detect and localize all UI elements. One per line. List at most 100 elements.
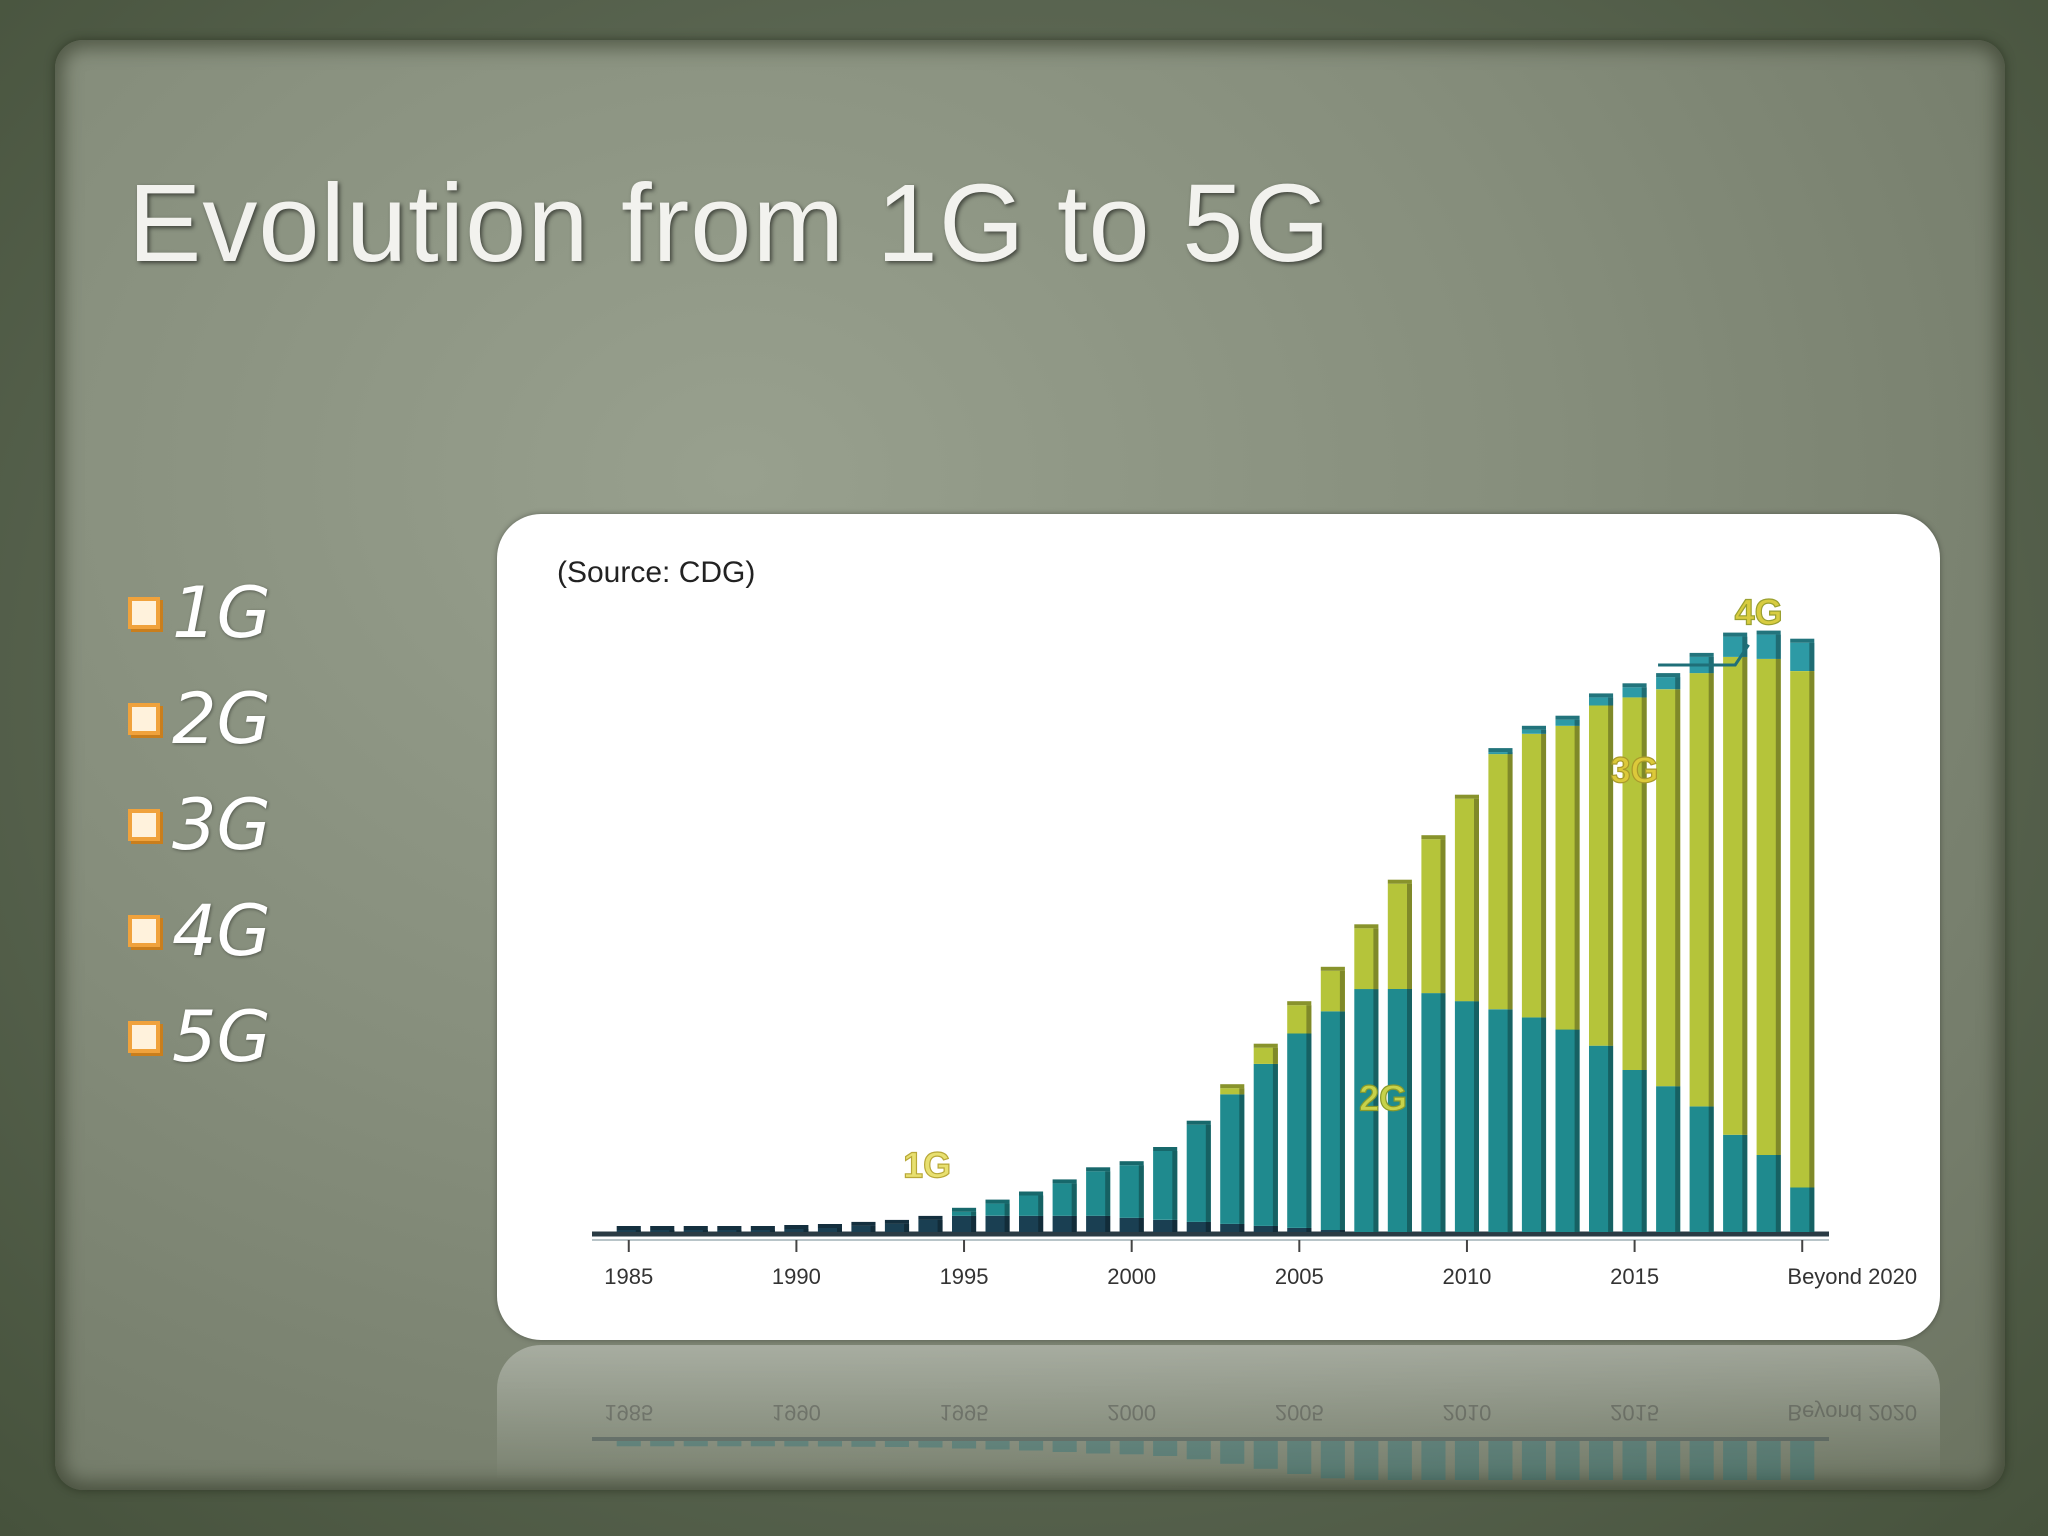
bar-cap-2003 xyxy=(1220,1084,1245,1089)
reflection-bar xyxy=(1119,1440,1144,1455)
bar-cap-1988 xyxy=(717,1226,742,1230)
bar-cap-2017 xyxy=(1689,652,1714,657)
bar-1G-2003 xyxy=(1220,1223,1245,1232)
reflection-bar xyxy=(1421,1440,1446,1480)
bar-side-4G-2016 xyxy=(1675,677,1681,690)
bar-1G-1991 xyxy=(817,1228,842,1232)
reflection-tick-label: 1995 xyxy=(940,1400,989,1425)
label-4g-leader-line xyxy=(1658,643,1750,667)
bar-3G-2003 xyxy=(1220,1088,1245,1095)
bar-side-2G-2006 xyxy=(1339,1011,1345,1230)
series-label-2G: 2G xyxy=(1359,1078,1407,1119)
bullet-list: 1G 2G 3G 4G 5G xyxy=(128,560,271,1090)
bar-side-3G-2015 xyxy=(1641,697,1647,1070)
reflection-bar xyxy=(1019,1440,1044,1451)
bar-side-4G-2012 xyxy=(1541,729,1547,734)
bar-side-2G-2008 xyxy=(1407,989,1412,1232)
bullet-label: 2G xyxy=(172,678,271,760)
bar-1G-1985 xyxy=(616,1230,641,1232)
bar-side-3G-2006 xyxy=(1339,970,1345,1012)
bar-side-3G-2010 xyxy=(1474,798,1479,1002)
reflection-bar xyxy=(784,1440,809,1447)
bar-cap-1992 xyxy=(851,1221,876,1226)
bar-cap-2009 xyxy=(1421,835,1446,840)
bar-side-3G-2014 xyxy=(1608,705,1614,1046)
bar-cap-1987 xyxy=(683,1226,708,1230)
bullet-item-4g: 4G xyxy=(128,878,271,984)
bar-4G-2014 xyxy=(1589,697,1614,706)
chart-reflection: 1985 1990 1995 2000 2005 2010 2015 Beyond 2020 xyxy=(497,1345,1940,1480)
bar-side-2G-2012 xyxy=(1541,1017,1547,1232)
bar-side-1G-2006 xyxy=(1339,1230,1345,1232)
reflection-bar xyxy=(717,1440,742,1447)
bar-cap-1989 xyxy=(750,1226,775,1230)
x-tick-label: 2015 xyxy=(1610,1264,1659,1289)
bar-side-2G-2018 xyxy=(1742,1134,1748,1232)
bar-2G-1997 xyxy=(1019,1195,1044,1216)
bar-1G-2000 xyxy=(1119,1217,1144,1232)
bar-side-2G-2019 xyxy=(1775,1155,1781,1232)
bar-side-2G-1997 xyxy=(1038,1195,1044,1216)
bar-1G-1995 xyxy=(952,1215,977,1232)
reflection-bar xyxy=(1454,1440,1479,1480)
bar-side-3G-2005 xyxy=(1306,1005,1312,1034)
bar-1G-1996 xyxy=(985,1215,1010,1232)
reflection-bar xyxy=(1790,1440,1815,1480)
bar-cap-1998 xyxy=(1052,1179,1077,1184)
reflection-bar xyxy=(952,1440,977,1449)
bar-side-3G-2003 xyxy=(1239,1088,1245,1095)
x-tick-label: 2005 xyxy=(1275,1264,1324,1289)
bar-side-2G-1998 xyxy=(1071,1183,1077,1216)
bar-side-2G-2000 xyxy=(1138,1165,1144,1218)
reflection-bar xyxy=(750,1440,775,1447)
reflection-bar xyxy=(817,1440,842,1447)
reflection-bar xyxy=(1656,1440,1681,1480)
bar-cap-1993 xyxy=(884,1219,909,1224)
bar-4G-2016 xyxy=(1656,677,1681,690)
stacked-bar-chart: (Source: CDG) 1985 1990 1995 2000 2005 2010 201… xyxy=(557,556,1917,1289)
bar-side-1G-1991 xyxy=(837,1228,842,1232)
bar-side-2G-2020 xyxy=(1809,1187,1815,1232)
series-label-1G: 1G xyxy=(903,1144,951,1185)
reflection-tick-label: 2000 xyxy=(1107,1400,1156,1425)
reflection-tick-label: Beyond 2020 xyxy=(1787,1400,1917,1425)
bar-side-2G-2002 xyxy=(1205,1124,1211,1222)
reflection-bar xyxy=(985,1440,1010,1450)
bar-side-2G-2009 xyxy=(1440,993,1446,1232)
bar-cap-2013 xyxy=(1555,715,1580,720)
slide-title: Evolution from 1G to 5G xyxy=(128,162,1331,285)
bar-cap-1995 xyxy=(952,1207,977,1212)
bar-side-1G-1985 xyxy=(635,1230,641,1232)
bar-side-3G-2009 xyxy=(1440,839,1446,994)
reflection-bar xyxy=(1622,1440,1647,1480)
source-note: (Source: CDG) xyxy=(557,556,755,589)
bar-4G-2012 xyxy=(1521,729,1546,734)
bar-1G-1992 xyxy=(851,1225,876,1232)
reflection-bar xyxy=(1589,1440,1614,1480)
bar-side-4G-2019 xyxy=(1775,634,1781,659)
bar-side-2G-2014 xyxy=(1608,1045,1614,1232)
reflection-bar xyxy=(616,1440,641,1447)
bar-side-1G-1995 xyxy=(971,1215,977,1232)
bar-cap-2014 xyxy=(1589,693,1614,698)
bar-cap-1991 xyxy=(817,1224,842,1228)
series-label-4G: 4G xyxy=(1735,592,1783,633)
x-tick-label: Beyond 2020 xyxy=(1787,1264,1917,1289)
bar-cap-2007 xyxy=(1354,924,1379,929)
reflection-tick-label: 1985 xyxy=(604,1400,653,1425)
bar-side-1G-1999 xyxy=(1105,1215,1111,1232)
bar-1G-1993 xyxy=(884,1223,909,1232)
bar-4G-2011 xyxy=(1488,752,1513,755)
bar-side-1G-1996 xyxy=(1004,1215,1010,1232)
bar-side-1G-2003 xyxy=(1239,1223,1245,1232)
bar-side-3G-2016 xyxy=(1675,689,1681,1087)
bar-side-2G-1999 xyxy=(1105,1171,1111,1216)
bar-cap-1990 xyxy=(784,1225,809,1229)
reflection-bar xyxy=(1086,1440,1111,1454)
bar-cap-2004 xyxy=(1253,1043,1278,1048)
bar-cap-1996 xyxy=(985,1199,1010,1204)
bar-cap-2018 xyxy=(1723,632,1748,637)
reflection-bar xyxy=(1320,1440,1345,1479)
reflection-graphic: 1985 1990 1995 2000 2005 2010 2015 Beyond 2020 xyxy=(592,1400,1917,1480)
reflection-bar xyxy=(650,1440,675,1447)
